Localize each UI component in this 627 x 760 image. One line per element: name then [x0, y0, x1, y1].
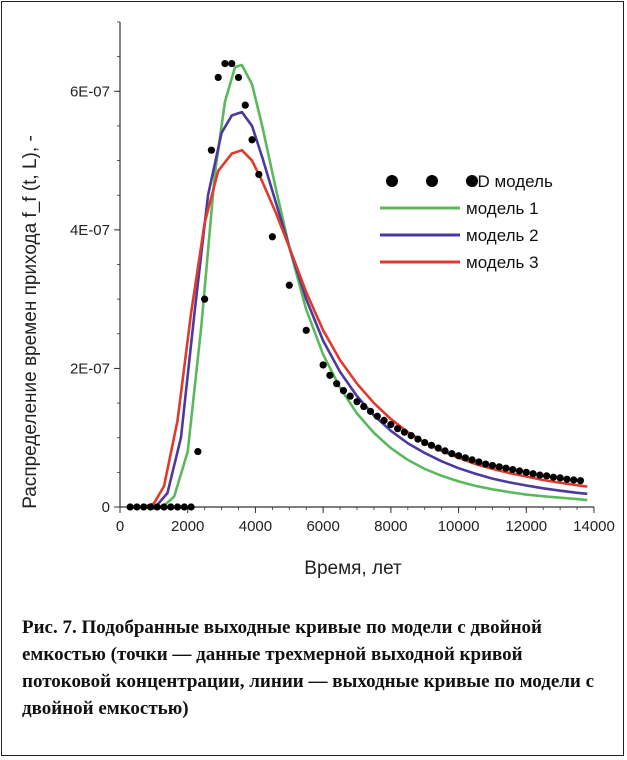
series-line-2 — [130, 110, 588, 509]
data-point — [536, 471, 544, 479]
data-point — [194, 447, 202, 456]
data-point — [421, 438, 429, 447]
data-point — [454, 452, 463, 460]
data-point — [556, 474, 564, 482]
data-point — [529, 470, 537, 478]
plot-area: 0 2E-07 4E-07 6E-07 0 2000 4000 6000 8000 10000 12… — [70, 21, 615, 535]
data-point — [448, 450, 456, 458]
data-point — [160, 503, 168, 511]
data-point — [509, 465, 517, 474]
y-tick-label: 2E-07 — [70, 360, 110, 377]
x-tick-label: 6000 — [306, 518, 339, 535]
data-point — [380, 416, 388, 424]
legend-label: модель 3 — [466, 253, 539, 272]
data-point — [346, 392, 354, 400]
data-point — [140, 503, 148, 511]
data-point — [468, 456, 476, 464]
data-point — [360, 402, 368, 411]
data-point — [515, 467, 524, 475]
data-point — [255, 170, 263, 179]
figure-caption: Рис. 7. Подобранные выходные кривые по м… — [22, 617, 595, 719]
data-point — [441, 447, 449, 455]
y-tick-label: 0 — [102, 499, 110, 516]
legend-marker-dot — [466, 175, 478, 187]
data-point — [241, 101, 249, 109]
data-point — [482, 460, 490, 468]
data-point — [461, 454, 469, 462]
data-point — [414, 435, 422, 443]
legend-label: модель 1 — [466, 199, 539, 218]
data-point — [434, 444, 442, 452]
data-point — [180, 503, 188, 511]
data-point — [173, 503, 182, 511]
data-point — [495, 463, 503, 471]
data-point — [201, 295, 209, 303]
x-tick-label: 8000 — [374, 518, 407, 535]
data-point — [394, 425, 402, 433]
data-point — [126, 503, 134, 511]
data-point — [248, 136, 256, 144]
y-tick-label: 6E-07 — [70, 83, 110, 100]
series-line-3 — [130, 148, 588, 509]
x-tick-label: 10000 — [438, 518, 480, 535]
data-point — [543, 472, 551, 480]
legend-marker-dot — [386, 175, 398, 187]
data-point — [333, 380, 341, 388]
y-axis-title: Распределение времен прихода f_f (t, L),… — [20, 135, 41, 509]
data-point — [268, 233, 276, 241]
data-point — [228, 59, 236, 68]
data-point — [407, 432, 415, 440]
data-point — [146, 503, 155, 511]
data-point — [373, 412, 381, 420]
data-point — [339, 387, 348, 395]
x-tick-label: 14000 — [573, 518, 615, 535]
data-point — [285, 281, 293, 289]
data-point — [214, 73, 222, 82]
data-point — [302, 326, 310, 334]
data-point — [522, 468, 530, 476]
data-point — [167, 503, 175, 511]
data-point — [576, 477, 585, 485]
data-point — [400, 428, 408, 436]
x-tick-label: 4000 — [239, 518, 272, 535]
data-point — [153, 503, 161, 511]
legend-label: 3D модель — [468, 172, 553, 191]
data-point — [234, 73, 243, 82]
chart: 0 2E-07 4E-07 6E-07 0 2000 4000 6000 8000 10000 12… — [20, 21, 615, 579]
data-point — [187, 503, 195, 511]
data-point — [387, 420, 395, 429]
x-axis-title: Время, лет — [304, 558, 402, 579]
data-point — [221, 59, 229, 68]
data-point — [133, 503, 141, 511]
legend-label: модель 2 — [466, 226, 539, 245]
y-tick-label: 4E-07 — [70, 222, 110, 239]
data-point — [549, 473, 557, 481]
data-point — [563, 475, 571, 483]
data-point — [353, 398, 361, 406]
data-point — [207, 146, 216, 154]
data-point — [488, 461, 497, 470]
x-tick-label: 2000 — [171, 518, 204, 535]
x-tick-label: 0 — [116, 518, 124, 535]
x-tick-label: 12000 — [505, 518, 547, 535]
data-point — [427, 441, 436, 449]
data-point — [570, 476, 578, 484]
data-point — [319, 361, 327, 369]
data-point — [502, 464, 510, 472]
legend-marker-dot — [426, 175, 438, 187]
data-point — [366, 407, 375, 415]
data-point — [326, 371, 334, 379]
data-point — [475, 458, 483, 466]
